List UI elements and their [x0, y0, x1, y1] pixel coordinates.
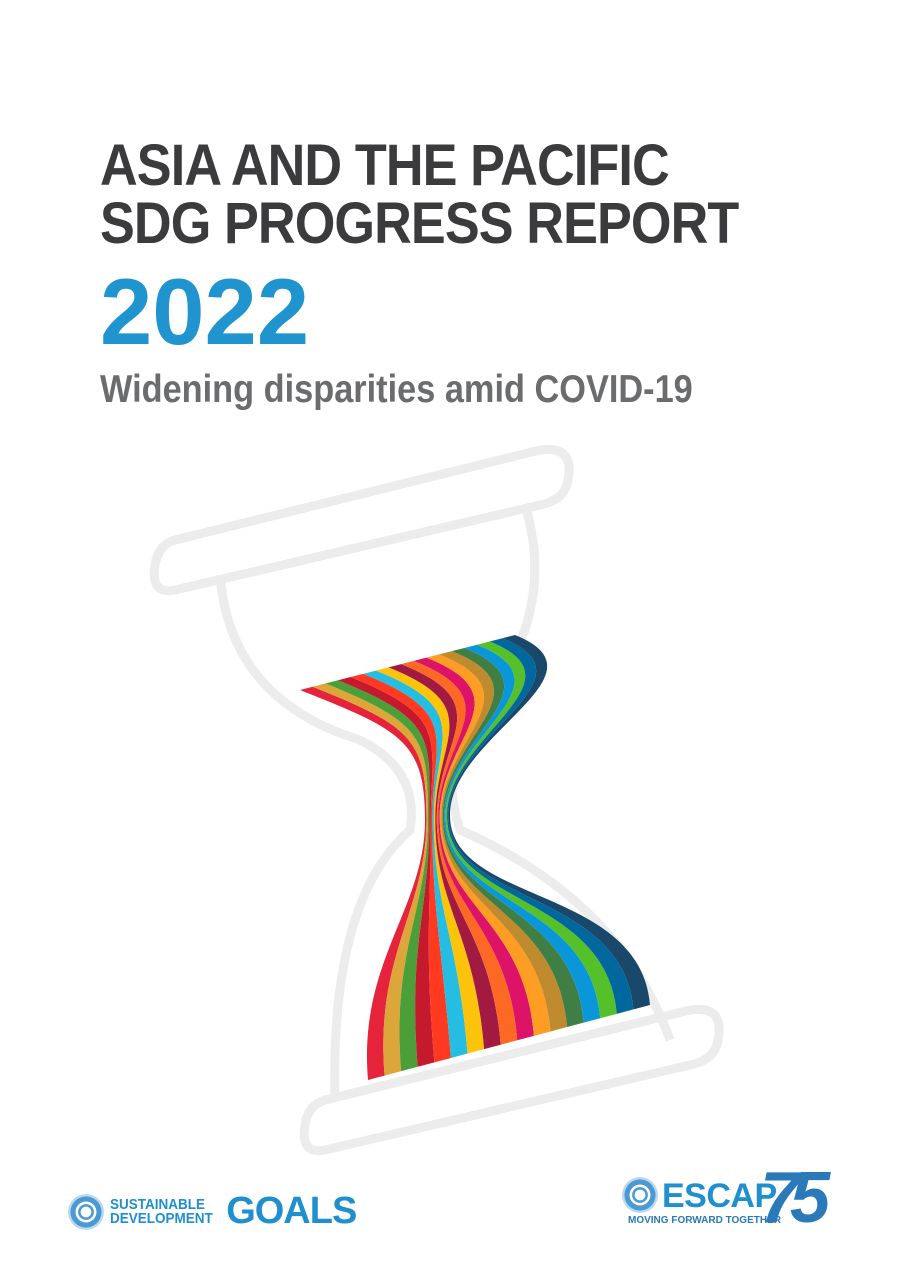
color-stripe	[413, 657, 534, 1041]
report-year: 2022	[100, 259, 310, 364]
sdg-logo-line2: DEVELOPMENT	[110, 1209, 213, 1227]
un-emblem-icon	[68, 1193, 104, 1230]
title-line-2: SDG PROGRESS REPORT	[100, 191, 739, 256]
escap-logo: ESCAP MOVING FORWARD TOGETHER 75	[622, 1158, 842, 1238]
color-stripe	[447, 638, 634, 1014]
color-stripe	[363, 670, 468, 1058]
sdg-logo-line1: SUSTAINABLE	[110, 1195, 206, 1213]
color-stripe	[388, 664, 501, 1050]
color-stripe	[448, 635, 650, 1010]
color-stripe	[444, 644, 601, 1023]
escap-name: ESCAP	[662, 1177, 777, 1215]
escap-tagline: MOVING FORWARD TOGETHER	[628, 1215, 781, 1226]
sdg-logo-goals: GOALS	[226, 1190, 357, 1232]
sdg-logo: SUSTAINABLE DEVELOPMENT GOALS	[68, 1190, 357, 1233]
subtitle: Widening disparities amid COVID-19	[100, 368, 693, 411]
color-stripe	[337, 677, 435, 1067]
color-stripe	[426, 654, 551, 1036]
color-stripe	[350, 673, 451, 1063]
escap-75: 75	[760, 1158, 830, 1238]
color-stripe	[312, 683, 428, 1076]
color-stripe	[401, 660, 518, 1045]
title-line-1: ASIA AND THE PACIFIC	[100, 133, 670, 198]
color-stripe	[375, 667, 485, 1054]
color-stripe	[445, 641, 617, 1019]
sdg-color-stripes	[300, 635, 650, 1080]
color-stripe	[442, 647, 584, 1028]
un-emblem-icon	[622, 1177, 658, 1213]
color-stripe	[439, 651, 568, 1032]
